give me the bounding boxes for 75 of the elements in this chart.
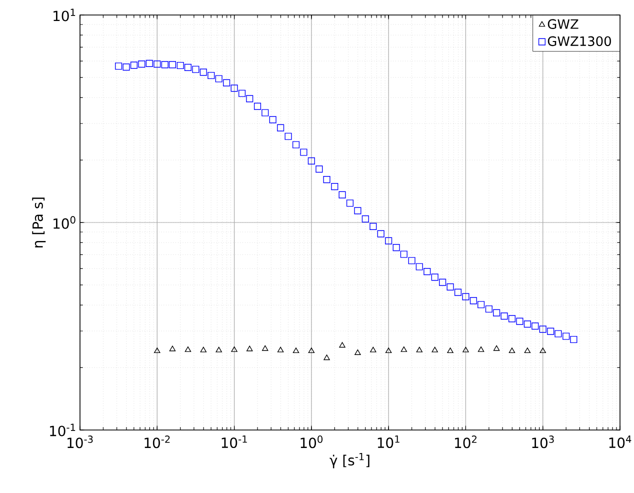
x-tick-label: 10$^{2}$	[455, 436, 476, 448]
point	[446, 283, 454, 291]
point	[338, 191, 346, 198]
x-axis-title: γ̇ [s$^{-1}$]	[330, 453, 370, 468]
point	[130, 62, 138, 69]
point	[277, 124, 284, 132]
point	[215, 75, 222, 82]
point	[470, 297, 477, 304]
point	[516, 318, 524, 325]
point	[462, 293, 470, 300]
point	[146, 60, 153, 68]
point	[308, 157, 315, 164]
x-tick-label: 10$^{-2}$	[144, 436, 170, 448]
point	[532, 322, 539, 330]
point	[269, 116, 276, 124]
point	[346, 200, 354, 207]
point	[478, 301, 485, 308]
point	[362, 215, 369, 223]
point	[115, 62, 122, 70]
point	[230, 84, 238, 92]
point	[547, 328, 554, 335]
legend-label: GWZ1300	[548, 36, 611, 46]
x-tick-label: 10$^{-1}$	[222, 436, 247, 448]
point	[508, 315, 516, 322]
point	[554, 330, 562, 338]
point	[431, 274, 438, 281]
point	[331, 183, 338, 190]
point	[246, 95, 254, 102]
x-tick-label: 10$^{4}$	[609, 436, 632, 448]
point	[354, 207, 362, 214]
y-tick-label: 10$^{1}$	[54, 8, 76, 22]
point	[300, 148, 308, 156]
point	[424, 268, 431, 276]
point	[262, 109, 269, 116]
point	[377, 230, 384, 238]
point	[562, 332, 570, 340]
point	[370, 222, 377, 230]
point	[416, 263, 423, 270]
point	[316, 166, 323, 173]
legend-label: GWZ	[548, 19, 578, 29]
x-tick-label: 10$^{1}$	[378, 436, 400, 448]
point	[392, 244, 400, 252]
x-tick-label: 10$^{0}$	[300, 436, 323, 448]
point	[168, 61, 176, 68]
y-axis-title: η [Pa s]	[32, 198, 46, 248]
point	[570, 336, 578, 344]
point	[200, 68, 207, 76]
point	[539, 326, 546, 333]
point	[161, 61, 168, 68]
point	[192, 66, 200, 73]
point	[176, 62, 184, 70]
point	[400, 250, 408, 258]
point	[408, 257, 416, 264]
point	[122, 64, 130, 71]
point	[238, 90, 246, 97]
point	[439, 278, 446, 286]
point	[485, 305, 492, 313]
point	[154, 60, 161, 68]
point	[184, 64, 192, 71]
point	[138, 60, 146, 68]
point	[223, 79, 230, 86]
point	[254, 102, 262, 110]
point	[323, 176, 330, 184]
x-tick-label: 10$^{3}$	[532, 436, 554, 448]
y-tick-label: 10$^{-1}$	[50, 424, 76, 436]
y-tick-label: 10$^{0}$	[54, 216, 76, 229]
point	[493, 309, 500, 316]
point	[284, 132, 292, 140]
point	[208, 72, 215, 80]
point	[292, 141, 300, 148]
point	[524, 320, 531, 328]
point	[454, 288, 462, 296]
point	[500, 312, 508, 320]
point	[385, 237, 392, 244]
x-tick-label: 10$^{-3}$	[68, 436, 93, 448]
